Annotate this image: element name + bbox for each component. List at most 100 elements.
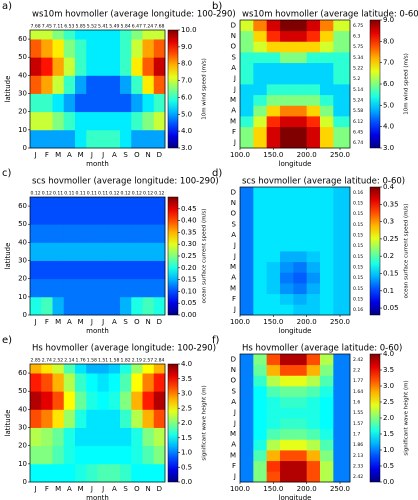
- heat-cell: [266, 187, 281, 199]
- y-tick-label: N: [231, 366, 236, 374]
- y-tick-label: F: [232, 128, 236, 136]
- heat-cell: [131, 224, 143, 243]
- heat-cell: [333, 197, 351, 209]
- heat-cell: [30, 93, 42, 113]
- heat-cell: [293, 137, 308, 149]
- heat-cell: [120, 409, 132, 428]
- heat-cell: [293, 364, 308, 376]
- colorbar-tick-label: 3.5: [181, 375, 192, 383]
- panel-label: b): [212, 1, 222, 12]
- heat-cell: [320, 251, 334, 263]
- heat-cell: [142, 30, 155, 40]
- colorbar-tick-label: 1.5: [181, 434, 192, 442]
- heat-cell: [306, 261, 321, 273]
- heat-cell: [75, 197, 87, 207]
- heat-cell: [30, 206, 42, 225]
- colorbar-tick-label: 2.5: [181, 404, 192, 412]
- heat-cell: [293, 304, 308, 316]
- heat-cell: [86, 242, 98, 261]
- heat-cell: [240, 439, 254, 451]
- heat-cell: [30, 364, 42, 374]
- heat-cell: [293, 375, 308, 387]
- y-tick-label: A: [231, 64, 236, 72]
- monthly-mean: 5.52: [87, 24, 97, 30]
- heat-cell: [266, 251, 281, 263]
- heat-cell: [41, 278, 53, 298]
- heat-cell: [41, 260, 53, 280]
- colorbar: [369, 186, 381, 316]
- monthly-mean: 2.57: [143, 358, 153, 364]
- heat-cell: [41, 427, 53, 447]
- y-tick-label: M: [230, 430, 236, 438]
- heat-cell: [306, 240, 321, 252]
- heat-cell: [293, 293, 308, 305]
- heat-cell: [266, 73, 281, 85]
- heat-cell: [41, 296, 53, 316]
- heat-cell: [86, 129, 98, 149]
- y-tick-label: 30: [18, 90, 27, 98]
- heat-cell: [108, 75, 121, 94]
- heat-cell: [108, 242, 121, 261]
- heat-cell: [280, 439, 294, 451]
- heat-cell: [280, 450, 294, 462]
- heat-cell: [108, 111, 121, 131]
- panel-label: e): [2, 335, 12, 346]
- y-tick-label: J: [233, 139, 236, 147]
- y-tick-label: A: [231, 274, 236, 282]
- heat-cell: [240, 293, 254, 305]
- heat-cell: [306, 293, 321, 305]
- heat-cell: [108, 39, 121, 58]
- heat-cell: [253, 229, 268, 241]
- heat-cell: [30, 409, 42, 428]
- colorbar-tick-label: 2.5: [383, 398, 394, 406]
- heat-cell: [240, 450, 254, 462]
- heat-cell: [75, 224, 87, 243]
- heat-cell: [320, 187, 334, 199]
- heat-cell: [75, 391, 87, 410]
- colorbar-tick-label: 0.35: [383, 200, 399, 208]
- heat-cell: [240, 354, 254, 366]
- heat-cell: [142, 242, 155, 261]
- heat-cell: [131, 427, 143, 447]
- heat-cell: [280, 460, 294, 472]
- heat-cell: [293, 208, 308, 220]
- heat-cell: [266, 41, 281, 53]
- heat-cell: [320, 126, 334, 138]
- heat-cell: [30, 57, 42, 76]
- heat-cell: [320, 105, 334, 117]
- heat-cell: [266, 439, 281, 451]
- heat-cell: [320, 41, 334, 53]
- heat-cell: [293, 73, 308, 85]
- heat-cell: [153, 427, 166, 447]
- heat-cell: [52, 409, 65, 428]
- heat-cell: [41, 373, 53, 392]
- heat-cell: [306, 52, 321, 64]
- y-tick-label: S: [232, 220, 237, 228]
- heat-cell: [240, 62, 254, 74]
- colorbar-label: ocean surface current speed (m/s): [404, 204, 410, 299]
- heat-cell: [86, 391, 98, 410]
- colorbar-tick-label: 6.0: [383, 80, 394, 88]
- colorbar-tick-label: 0.4: [383, 183, 395, 191]
- heat-cell: [333, 187, 351, 199]
- heat-cell: [142, 75, 155, 94]
- colorbar-tick-label: 9.0: [181, 43, 192, 51]
- heat-cell: [280, 261, 294, 273]
- heat-cell: [293, 396, 308, 408]
- x-axis-label: month: [86, 327, 109, 335]
- monthly-mean: 0.15: [353, 254, 363, 260]
- heat-cell: [306, 187, 321, 199]
- heat-cell: [131, 57, 143, 76]
- y-tick-label: D: [231, 21, 236, 29]
- heat-cell: [240, 30, 254, 42]
- heat-cell: [120, 93, 132, 113]
- heat-cell: [240, 386, 254, 398]
- heat-cell: [108, 197, 121, 207]
- heat-cell: [63, 224, 76, 243]
- heat-cell: [293, 251, 308, 263]
- heat-cell: [293, 471, 308, 483]
- y-tick-label: D: [231, 188, 236, 196]
- monthly-mean: 0.15: [353, 286, 363, 292]
- heat-cell: [266, 229, 281, 241]
- heat-cell: [266, 208, 281, 220]
